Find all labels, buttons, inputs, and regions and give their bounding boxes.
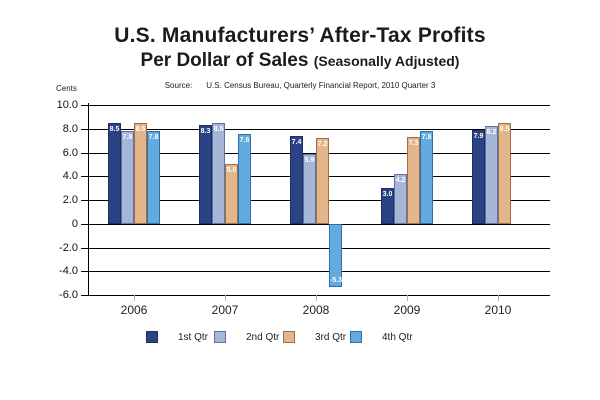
bar-value-label: 7.6 bbox=[239, 136, 250, 144]
y-tick-label: 10.0 bbox=[56, 99, 78, 111]
bar: 5.9 bbox=[303, 153, 316, 224]
legend-swatch bbox=[214, 331, 226, 343]
legend-item: 1st Qtr bbox=[146, 331, 208, 343]
bar-value-label: 8.5 bbox=[109, 125, 120, 133]
bar-value-label: -5.3 bbox=[330, 276, 343, 284]
chart-title-line2-paren: (Seasonally Adjusted) bbox=[313, 53, 460, 69]
bar-value-label: 5.0 bbox=[226, 167, 237, 175]
year-label: 2010 bbox=[484, 303, 512, 317]
x-axis-tick bbox=[407, 295, 408, 301]
bar: 8.5 bbox=[108, 122, 121, 224]
legend-item: 3rd Qtr bbox=[283, 331, 346, 343]
source-label: Source: bbox=[164, 81, 193, 90]
bar: 8.5 bbox=[212, 122, 225, 224]
y-tick-label: 0 bbox=[71, 217, 78, 230]
bar-value-label: 8.5 bbox=[213, 125, 224, 133]
bar-value-label: 8.5 bbox=[135, 125, 146, 133]
bar-value-label: 5.9 bbox=[304, 156, 315, 164]
y-axis-tick bbox=[81, 247, 88, 249]
legend-swatch bbox=[283, 331, 295, 343]
source-note: Source: U.S. Census Bureau, Quarterly Fin… bbox=[0, 81, 600, 90]
y-axis-unit-label: Cents bbox=[56, 84, 77, 93]
legend-item: 2nd Qtr bbox=[214, 331, 279, 343]
year-label: 2008 bbox=[302, 303, 330, 317]
bar-value-label: 8.3 bbox=[200, 128, 211, 136]
legend-label: 1st Qtr bbox=[178, 331, 209, 343]
chart-title-line2: Per Dollar of Sales (Seasonally Adjusted… bbox=[0, 50, 600, 72]
gridline bbox=[88, 223, 550, 225]
year-label: 2009 bbox=[393, 303, 421, 317]
y-tick-label: -2.0 bbox=[59, 241, 78, 254]
bar-value-label: 7.2 bbox=[317, 141, 328, 149]
y-axis-line bbox=[88, 103, 89, 296]
legend-swatch bbox=[146, 331, 158, 343]
y-axis-tick bbox=[81, 223, 88, 225]
bar-value-label: 7.3 bbox=[408, 140, 419, 148]
source-text: U.S. Census Bureau, Quarterly Financial … bbox=[206, 81, 436, 90]
bar: 7.2 bbox=[316, 138, 329, 224]
bar: 5.0 bbox=[225, 164, 238, 224]
y-axis-tick bbox=[81, 176, 88, 178]
bar-value-label: 7.8 bbox=[122, 134, 133, 142]
chart-title-line1: U.S. Manufacturers’ After-Tax Profits bbox=[114, 24, 486, 47]
bar: 7.8 bbox=[420, 131, 433, 224]
bar-value-label: 8.5 bbox=[499, 125, 510, 133]
bar: 8.3 bbox=[199, 125, 212, 224]
year-label: 2007 bbox=[211, 303, 239, 317]
legend-label: 2nd Qtr bbox=[246, 331, 280, 343]
bar-value-label: 3.0 bbox=[382, 191, 393, 199]
legend-item: 4th Qtr bbox=[350, 331, 413, 343]
legend-swatch bbox=[350, 331, 362, 343]
y-tick-label: -6.0 bbox=[59, 289, 78, 301]
x-axis-tick bbox=[225, 295, 226, 301]
y-tick-label: 8.0 bbox=[62, 122, 78, 135]
gridline bbox=[88, 105, 550, 106]
bar: 7.4 bbox=[290, 135, 303, 224]
y-tick-label: -4.0 bbox=[59, 265, 78, 278]
gridline bbox=[88, 247, 550, 249]
bar: 8.5 bbox=[134, 122, 147, 224]
bar: 4.2 bbox=[394, 173, 407, 224]
y-axis-tick bbox=[81, 128, 88, 130]
legend-label: 4th Qtr bbox=[382, 331, 413, 343]
bar-value-label: 7.9 bbox=[473, 132, 484, 140]
y-axis-tick bbox=[81, 200, 88, 201]
bar: 7.8 bbox=[147, 131, 160, 224]
y-axis-tick bbox=[81, 152, 88, 154]
year-label: 2006 bbox=[120, 303, 148, 317]
chart-title-line2-main: Per Dollar of Sales bbox=[140, 50, 309, 71]
x-axis-tick bbox=[316, 295, 317, 301]
y-tick-label: 4.0 bbox=[62, 170, 78, 183]
legend-label: 3rd Qtr bbox=[315, 331, 347, 343]
gridline bbox=[88, 128, 550, 130]
bar: 7.6 bbox=[238, 133, 251, 224]
bar: 7.8 bbox=[121, 131, 134, 224]
x-axis-tick bbox=[498, 295, 499, 301]
bar: -5.3 bbox=[329, 223, 343, 287]
bar-value-label: 7.8 bbox=[421, 134, 432, 142]
y-tick-label: 6.0 bbox=[62, 146, 78, 159]
bar: 7.9 bbox=[472, 129, 485, 224]
x-axis-tick bbox=[134, 295, 135, 301]
bar: 7.3 bbox=[407, 137, 420, 224]
bar-value-label: 7.8 bbox=[148, 134, 159, 142]
gridline bbox=[88, 295, 550, 296]
gridline bbox=[88, 271, 550, 273]
y-axis-tick bbox=[81, 271, 88, 273]
bar-value-label: 4.2 bbox=[395, 176, 406, 184]
y-axis-tick bbox=[81, 105, 88, 106]
y-tick-label: 2.0 bbox=[62, 194, 78, 206]
y-axis-tick bbox=[81, 295, 88, 296]
bar-value-label: 8.2 bbox=[486, 129, 497, 137]
bar: 8.2 bbox=[485, 126, 498, 224]
bar: 3.0 bbox=[381, 188, 394, 224]
bar: 8.5 bbox=[498, 122, 511, 224]
bar-value-label: 7.4 bbox=[291, 138, 302, 146]
